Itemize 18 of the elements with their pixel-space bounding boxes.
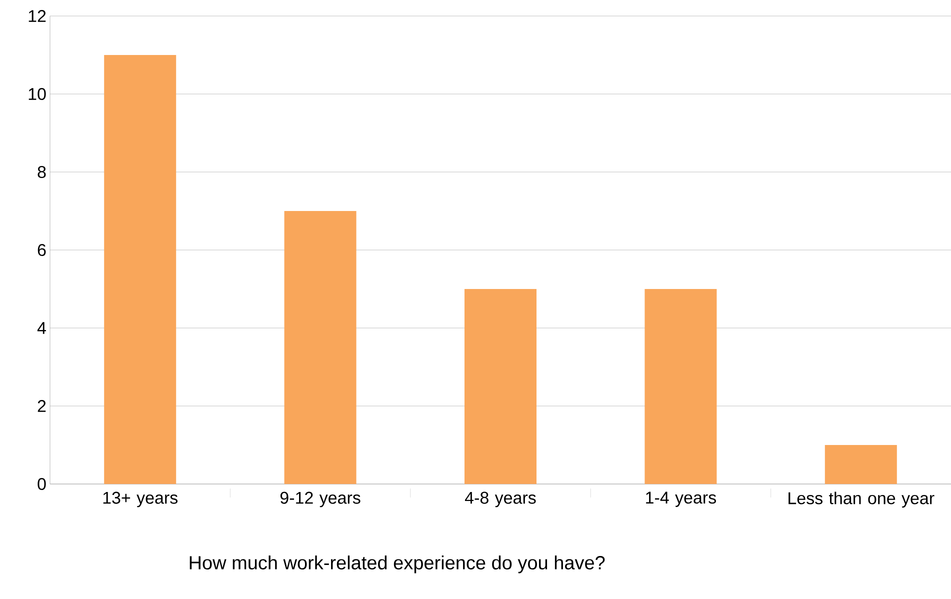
- x-tick-label: 9-12 years: [280, 492, 360, 508]
- x-tick-label: 4-8 years: [464, 492, 536, 508]
- x-axis-title: How much work-related experience do you have?: [190, 556, 605, 574]
- bar: [824, 445, 897, 484]
- y-tick-label: 6: [38, 244, 46, 256]
- y-tick-label: 12: [28, 10, 46, 22]
- bar: [284, 210, 356, 484]
- x-tick-label: Less than one year: [788, 492, 934, 508]
- y-tick-label: 0: [38, 478, 46, 490]
- y-tick-label: 4: [37, 322, 46, 334]
- bar: [644, 288, 717, 484]
- y-tick-label: 8: [38, 166, 46, 178]
- bar: [464, 288, 537, 484]
- y-tick-label: 2: [38, 400, 46, 412]
- x-tick-label: 13+ years: [103, 492, 178, 508]
- x-tick-label: 1-4 years: [646, 492, 716, 507]
- y-tick-label: 10: [28, 88, 46, 100]
- bar: [104, 54, 176, 484]
